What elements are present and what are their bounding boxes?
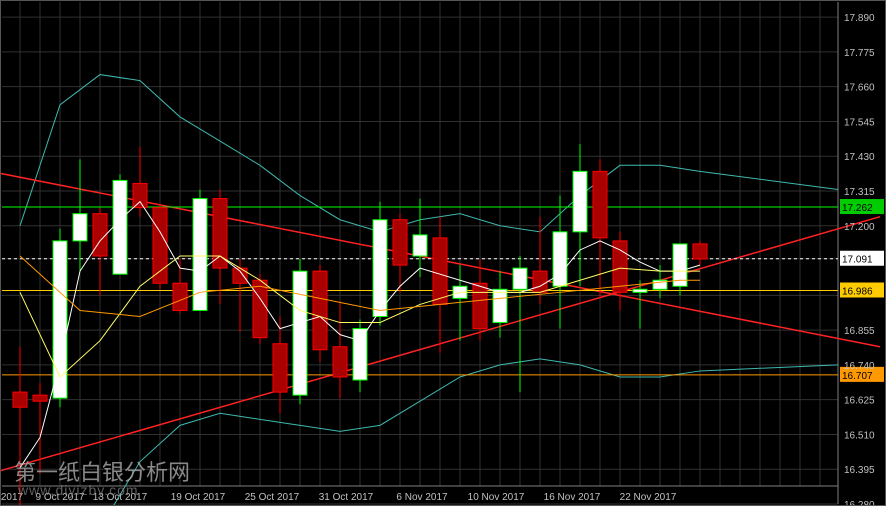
- svg-text:13 Oct 2017: 13 Oct 2017: [93, 492, 148, 503]
- svg-text:16.395: 16.395: [844, 465, 875, 476]
- svg-text:22 Nov 2017: 22 Nov 2017: [620, 492, 677, 503]
- svg-text:16.986: 16.986: [842, 286, 873, 297]
- svg-text:17.660: 17.660: [844, 83, 875, 94]
- svg-text:25 Oct 2017: 25 Oct 2017: [245, 492, 300, 503]
- svg-text:16.707: 16.707: [842, 371, 873, 382]
- svg-text:17.430: 17.430: [844, 152, 875, 163]
- svg-text:9 Oct 2017: 9 Oct 2017: [36, 492, 85, 503]
- svg-text:17.262: 17.262: [842, 203, 873, 214]
- svg-text:16.740: 16.740: [844, 361, 875, 372]
- svg-text:31 Oct 2017: 31 Oct 2017: [319, 492, 374, 503]
- svg-text:10 Nov 2017: 10 Nov 2017: [468, 492, 525, 503]
- svg-text:17.091: 17.091: [842, 255, 873, 266]
- svg-text:17.890: 17.890: [844, 13, 875, 24]
- svg-text:6 Nov 2017: 6 Nov 2017: [396, 492, 448, 503]
- svg-text:16.510: 16.510: [844, 430, 875, 441]
- chart-svg: 17.262 17.091 16.986 16.707 17.890 17.775 17.6…: [0, 0, 886, 506]
- svg-text:17.200: 17.200: [844, 222, 875, 233]
- svg-text:19 Oct 2017: 19 Oct 2017: [171, 492, 226, 503]
- svg-text:16.855: 16.855: [844, 326, 875, 337]
- svg-text:2017: 2017: [1, 492, 24, 503]
- svg-text:17.775: 17.775: [844, 48, 875, 59]
- candlestick-chart[interactable]: 17.262 17.091 16.986 16.707 17.890 17.775 17.6…: [0, 0, 886, 506]
- svg-text:17.545: 17.545: [844, 117, 875, 128]
- svg-text:16.625: 16.625: [844, 396, 875, 407]
- svg-text:16 Nov 2017: 16 Nov 2017: [544, 492, 601, 503]
- svg-text:17.315: 17.315: [844, 187, 875, 198]
